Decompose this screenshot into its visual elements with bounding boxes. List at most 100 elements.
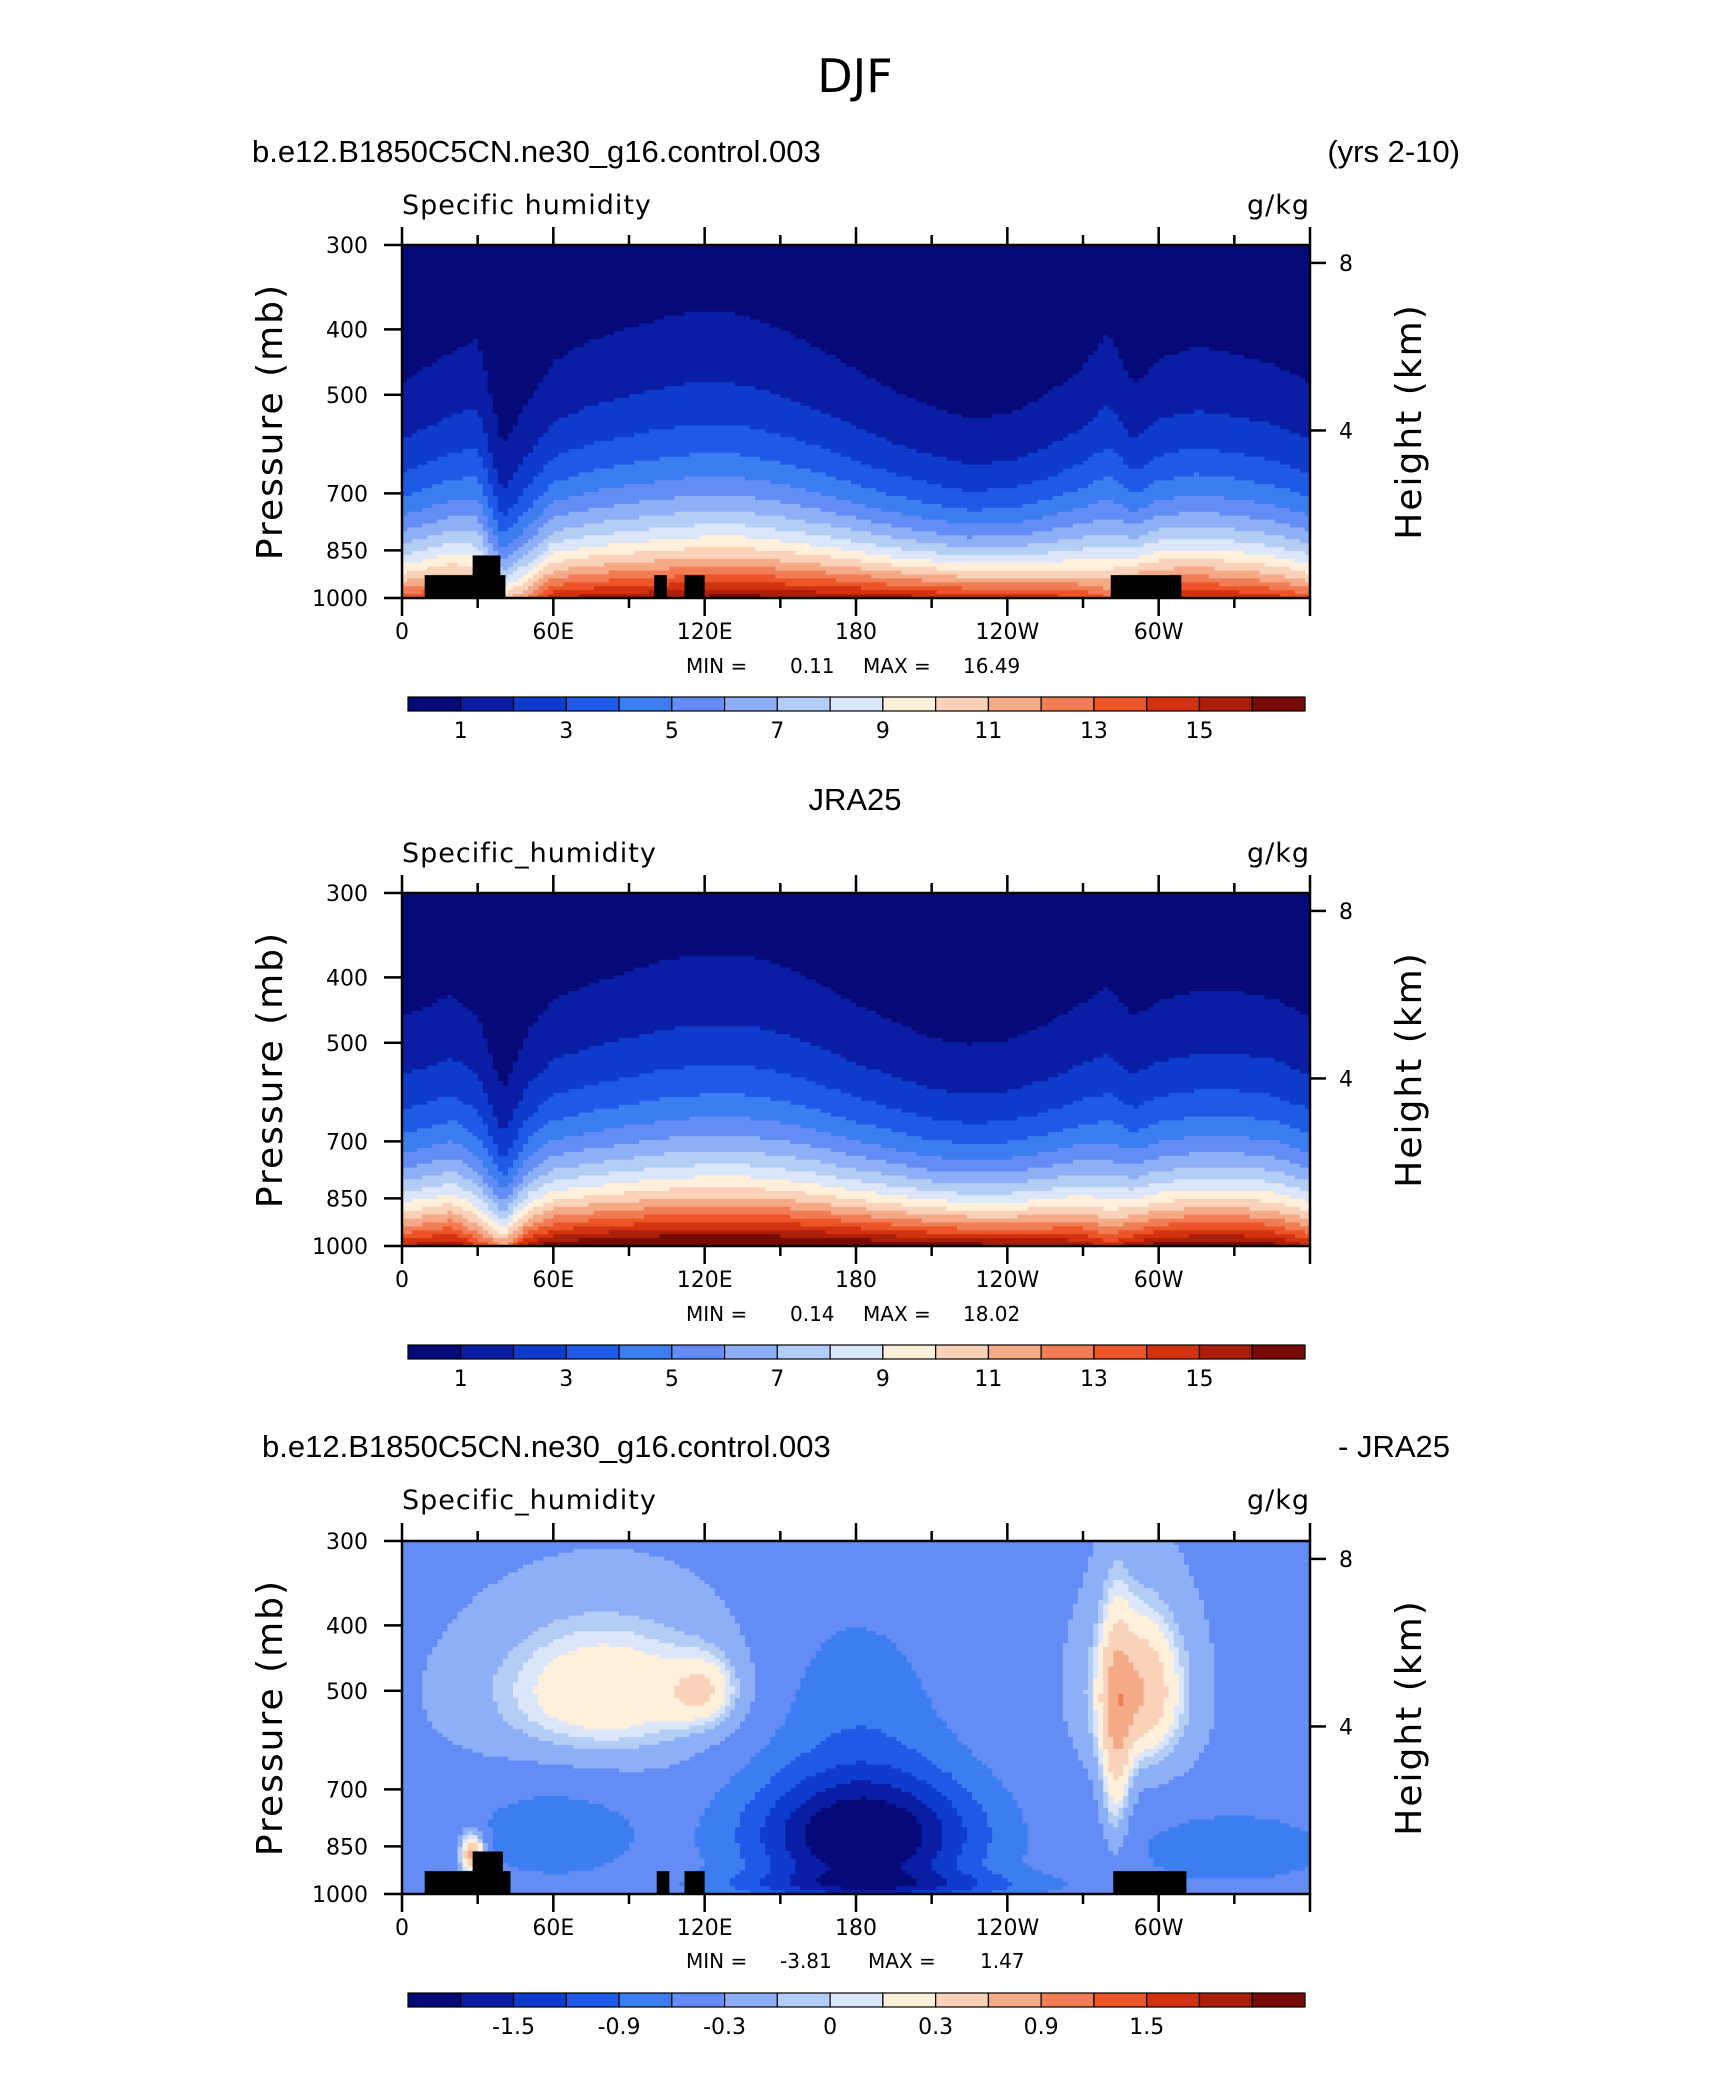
contour-cell bbox=[1123, 1784, 1129, 1789]
contour-cell bbox=[568, 448, 832, 454]
contour-cell bbox=[1007, 1038, 1311, 1043]
contour-cell bbox=[1093, 1701, 1104, 1707]
contour-cell bbox=[1178, 1654, 1190, 1660]
contour-cell bbox=[583, 405, 812, 411]
contour-cell bbox=[502, 1171, 509, 1176]
contour-cell bbox=[1178, 1650, 1190, 1656]
contour-cell bbox=[1118, 1850, 1150, 1856]
topography-mask bbox=[472, 1851, 503, 1894]
contour-cell bbox=[1148, 1006, 1296, 1012]
contour-cell bbox=[457, 1858, 464, 1864]
contour-cell bbox=[1188, 1705, 1215, 1711]
contour-cell bbox=[830, 1147, 897, 1153]
contour-cell bbox=[462, 1858, 469, 1864]
contour-cell bbox=[497, 1179, 514, 1184]
contour-cell bbox=[926, 1803, 953, 1809]
contour-cell bbox=[497, 570, 514, 576]
contour-cell bbox=[1183, 1686, 1190, 1691]
contour-cell bbox=[1113, 343, 1311, 348]
contour-cell bbox=[694, 1175, 751, 1180]
contour-cell bbox=[482, 1226, 494, 1231]
contour-cell bbox=[1183, 1116, 1256, 1122]
contour-cell bbox=[916, 1187, 1054, 1192]
contour-cell bbox=[755, 1686, 802, 1691]
contour-cell bbox=[931, 1866, 958, 1872]
contour-cell bbox=[1103, 594, 1114, 599]
contour-cell bbox=[820, 1858, 908, 1864]
contour-cell bbox=[1012, 1155, 1160, 1161]
contour-cell bbox=[1093, 1642, 1099, 1648]
contour-cell bbox=[583, 1132, 832, 1137]
contour-cell bbox=[538, 515, 554, 521]
contour-cell bbox=[1088, 1701, 1094, 1707]
contour-cell bbox=[734, 1835, 761, 1840]
contour-cell bbox=[745, 1866, 771, 1872]
contour-cell bbox=[497, 523, 514, 528]
contour-cell bbox=[835, 476, 913, 481]
contour-cell bbox=[1128, 1654, 1160, 1660]
contour-cell bbox=[528, 1658, 554, 1664]
y-tick-label: 400 bbox=[326, 966, 368, 991]
contour-cell bbox=[987, 1815, 1024, 1821]
contour-cell bbox=[1128, 1756, 1135, 1762]
y-tick-label: 1000 bbox=[312, 1235, 368, 1260]
contour-cell bbox=[790, 1815, 812, 1821]
contour-cell bbox=[518, 1642, 549, 1648]
contour-cell bbox=[1133, 1768, 1140, 1774]
contour-cell bbox=[457, 1611, 585, 1617]
contour-cell bbox=[1128, 1831, 1160, 1836]
contour-cell bbox=[1103, 476, 1114, 481]
contour-cell bbox=[402, 1713, 428, 1719]
contour-cell bbox=[543, 1195, 585, 1200]
contour-cell bbox=[457, 1866, 464, 1872]
contour-cell bbox=[1143, 1697, 1165, 1703]
contour-cell bbox=[760, 1788, 792, 1793]
contour-cell bbox=[810, 1815, 918, 1821]
contour-cell bbox=[679, 1564, 1089, 1570]
contour-cell bbox=[992, 1835, 1029, 1840]
contour-cell bbox=[916, 397, 1039, 403]
contour-cell bbox=[1214, 1670, 1311, 1675]
contour-cell bbox=[911, 527, 1054, 532]
contour-cell bbox=[402, 1756, 509, 1762]
contour-cell bbox=[1012, 1882, 1069, 1887]
contour-plot bbox=[402, 245, 1311, 599]
contour-cell bbox=[402, 511, 408, 517]
contour-cell bbox=[1093, 1242, 1124, 1247]
contour-cell bbox=[1294, 1006, 1311, 1012]
contour-cell bbox=[639, 1100, 792, 1106]
contour-cell bbox=[1113, 1776, 1119, 1781]
contour-cell bbox=[1007, 1886, 1064, 1891]
contour-cell bbox=[1214, 1709, 1311, 1715]
contour-cell bbox=[1249, 1136, 1311, 1141]
contour-cell bbox=[492, 1218, 514, 1224]
contour-cell bbox=[1057, 511, 1180, 517]
contour-cell bbox=[477, 476, 489, 481]
contour-cell bbox=[810, 543, 877, 548]
contour-cell bbox=[1214, 1646, 1311, 1652]
contour-cell bbox=[941, 1819, 963, 1824]
contour-cell bbox=[790, 1206, 867, 1212]
contour-cell bbox=[1153, 1002, 1286, 1008]
contour-cell bbox=[462, 1843, 469, 1848]
contour-cell bbox=[709, 1803, 746, 1809]
contour-cell bbox=[1027, 1843, 1109, 1848]
contour-cell bbox=[1072, 464, 1129, 470]
contour-cell bbox=[770, 959, 1311, 965]
contour-cell bbox=[1128, 1748, 1145, 1754]
contour-cell bbox=[805, 1799, 837, 1805]
contour-cell bbox=[497, 1666, 524, 1672]
contour-cell bbox=[775, 566, 862, 572]
contour-cell bbox=[432, 1124, 464, 1129]
contour-cell bbox=[543, 1709, 716, 1715]
contour-cell bbox=[1062, 1646, 1089, 1652]
contour-cell bbox=[402, 943, 1311, 949]
contour-cell bbox=[553, 1729, 660, 1734]
contour-cell bbox=[1098, 1803, 1104, 1809]
contour-cell bbox=[623, 484, 792, 489]
contour-cell bbox=[487, 1171, 504, 1176]
contour-cell bbox=[543, 550, 554, 556]
contour-cell bbox=[750, 1756, 797, 1762]
topography-mask bbox=[1113, 1871, 1187, 1894]
contour-cell bbox=[750, 1658, 812, 1664]
